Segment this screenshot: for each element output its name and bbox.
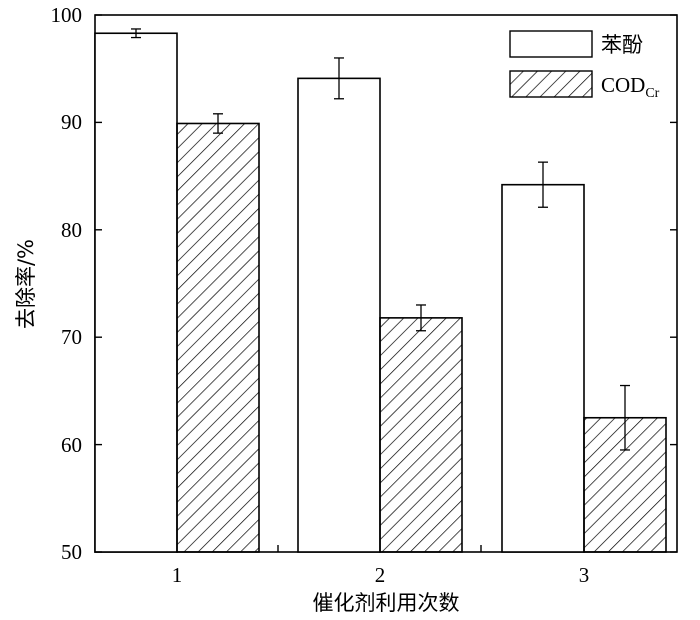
legend-label-cod-main: COD (601, 73, 645, 97)
legend-swatch-cod (509, 70, 593, 98)
bars-group (94, 28, 667, 553)
y-tick-label: 70 (61, 325, 82, 349)
bar-cod-2 (379, 317, 463, 553)
bar-phenol-2 (297, 77, 381, 553)
y-axis-title: 去除率/% (14, 239, 38, 329)
bar-phenol-3 (501, 183, 585, 553)
legend-label-cod: CODCr (601, 73, 660, 101)
legend-swatch-phenol (509, 30, 593, 58)
bar-cod-1 (176, 122, 260, 553)
bar-phenol-1 (94, 32, 178, 553)
legend-label-cod-sub: Cr (645, 86, 659, 101)
x-tick-label: 3 (579, 563, 590, 587)
y-tick-label: 60 (61, 433, 82, 457)
y-tick-label: 80 (61, 218, 82, 242)
x-axis: 1 2 3 (172, 563, 590, 587)
y-axis: 50 60 70 80 90 100 (51, 3, 83, 564)
x-tick-label: 1 (172, 563, 183, 587)
y-tick-label: 50 (61, 540, 82, 564)
x-tick-label: 2 (375, 563, 386, 587)
y-tick-label: 100 (51, 3, 83, 27)
x-axis-title: 催化剂利用次数 (313, 591, 460, 615)
legend-label-phenol: 苯酚 (601, 33, 643, 57)
y-tick-label: 90 (61, 110, 82, 134)
legend: 苯酚 CODCr (509, 30, 660, 101)
